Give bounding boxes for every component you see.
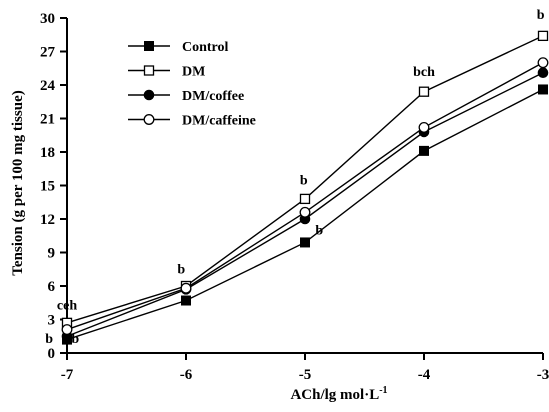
x-tick-label: -3	[537, 367, 549, 383]
data-point-dm	[299, 193, 311, 205]
legend-label-control: Control	[182, 40, 229, 55]
data-point-dm-caffeine	[61, 324, 73, 336]
data-point-dm	[418, 86, 430, 97]
x-tick-label: -4	[418, 367, 431, 383]
y-tick-label: 15	[40, 179, 55, 195]
significance-label: b	[71, 332, 79, 347]
significance-label: b	[300, 173, 308, 188]
series-line-dm-coffee	[66, 72, 544, 337]
data-point-dm-caffeine	[418, 121, 430, 133]
x-axis-title-main: ACh/lg mol·L	[290, 387, 379, 403]
x-axis-ticks: -7 -6 -5 -4 -3	[61, 353, 549, 383]
y-tick-label: 9	[48, 246, 56, 262]
significance-label: bch	[413, 65, 435, 80]
significance-label: b	[537, 8, 545, 23]
x-tick-label: -5	[299, 367, 312, 383]
significance-annotations: ceh b b b b b bch b	[45, 8, 544, 347]
y-tick-label: 18	[40, 145, 55, 161]
legend-label-dm-caffeine: DM/caffeine	[182, 114, 256, 129]
x-tick-label: -6	[180, 367, 193, 383]
legend: Control DM DM/coffee DM/caffeine	[128, 40, 256, 129]
significance-label: b	[45, 332, 53, 347]
y-tick-label: 12	[40, 212, 55, 228]
y-axis-title: Tension (g per 100 mg tissue)	[10, 90, 26, 275]
data-point-dm-coffee	[537, 67, 549, 79]
x-axis-title: ACh/lg mol·L-1	[290, 385, 387, 403]
legend-label-dm-coffee: DM/coffee	[182, 89, 244, 104]
significance-label: b	[315, 224, 323, 239]
series-markers	[61, 30, 549, 345]
data-point-dm-caffeine	[180, 282, 192, 294]
data-point-control	[538, 84, 548, 95]
legend-marker-control	[144, 41, 154, 51]
data-point-dm-caffeine	[299, 206, 311, 218]
legend-marker-dm-caffeine	[143, 114, 155, 125]
legend-label-dm: DM	[182, 65, 205, 80]
legend-marker-dm-coffee	[143, 89, 155, 101]
y-tick-label: 21	[40, 112, 55, 128]
y-tick-label: 27	[40, 45, 56, 61]
y-tick-label: 0	[48, 346, 56, 362]
y-tick-label: 3	[48, 313, 56, 329]
y-tick-label: 6	[48, 279, 56, 295]
y-tick-label: 30	[40, 11, 55, 27]
significance-label: b	[177, 263, 185, 278]
data-point-control	[419, 145, 429, 156]
data-point-control	[181, 295, 191, 306]
y-axis-ticks: 0 3 6 9 12 15 18 21 24 27 30	[40, 11, 67, 362]
data-point-control	[300, 237, 310, 248]
data-point-dm-caffeine	[537, 57, 549, 69]
x-tick-label: -7	[61, 367, 74, 383]
data-point-dm	[537, 30, 549, 42]
legend-marker-dm	[143, 65, 155, 76]
y-tick-label: 24	[40, 78, 56, 94]
significance-label: ceh	[57, 298, 77, 313]
x-axis-title-superscript: -1	[379, 385, 387, 396]
